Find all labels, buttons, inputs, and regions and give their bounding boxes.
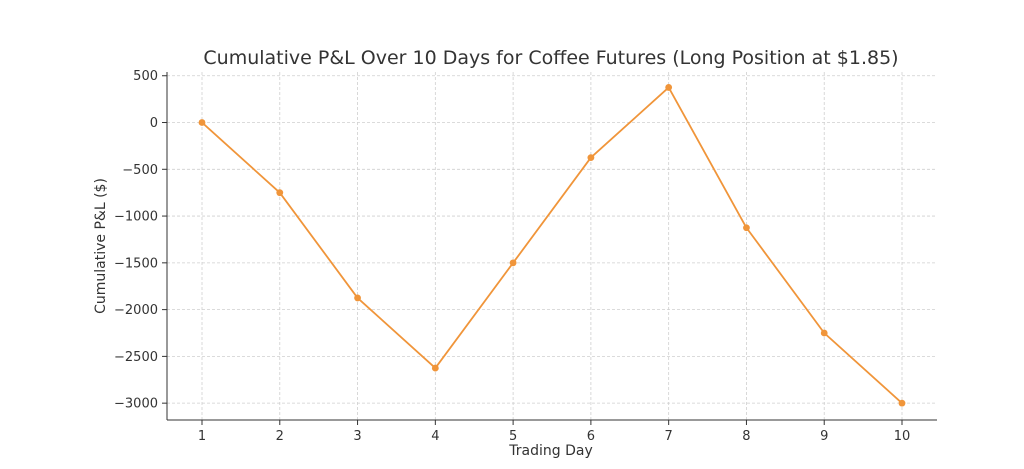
data-point xyxy=(276,189,284,197)
x-tick-label: 5 xyxy=(509,429,517,444)
data-point xyxy=(898,399,906,407)
data-point xyxy=(431,364,439,372)
series-line xyxy=(201,86,903,404)
y-tick-label: −2000 xyxy=(114,303,158,318)
y-tick-label: 0 xyxy=(150,116,158,131)
chart-title: Cumulative P&L Over 10 Days for Coffee F… xyxy=(203,47,898,69)
y-axis-label: Cumulative P&L ($) xyxy=(93,178,109,314)
x-tick-label: 8 xyxy=(742,429,750,444)
x-tick-label: 3 xyxy=(353,429,361,444)
data-point xyxy=(587,154,595,161)
data-point xyxy=(198,119,206,126)
x-tick-label: 6 xyxy=(587,429,595,444)
y-tick-label: −1000 xyxy=(114,210,158,225)
y-tick-label: −2500 xyxy=(114,350,158,365)
data-point xyxy=(509,259,517,267)
x-tick-label: 10 xyxy=(894,429,911,444)
y-axis: 500 0 −500 −1000 −1500 −2000 −2500 −3000 xyxy=(114,69,167,412)
data-point xyxy=(354,294,361,302)
y-tick-label: −1500 xyxy=(114,256,158,271)
y-tick-label: −500 xyxy=(122,163,158,178)
x-tick-label: 1 xyxy=(198,429,206,444)
axes-spines xyxy=(166,72,937,421)
grid-lines xyxy=(167,72,937,420)
data-point xyxy=(743,224,750,232)
x-tick-label: 2 xyxy=(276,429,284,444)
data-point xyxy=(665,84,673,91)
y-tick-label: −3000 xyxy=(114,397,158,412)
x-axis-label: Trading Day xyxy=(508,443,592,459)
x-tick-label: 9 xyxy=(820,429,828,444)
x-tick-label: 7 xyxy=(665,429,673,444)
series-layer xyxy=(198,84,906,407)
x-tick-label: 4 xyxy=(431,429,439,444)
data-point xyxy=(820,329,828,337)
x-axis: 1 2 3 4 5 6 7 8 9 10 xyxy=(198,420,910,444)
y-tick-label: 500 xyxy=(133,69,158,84)
